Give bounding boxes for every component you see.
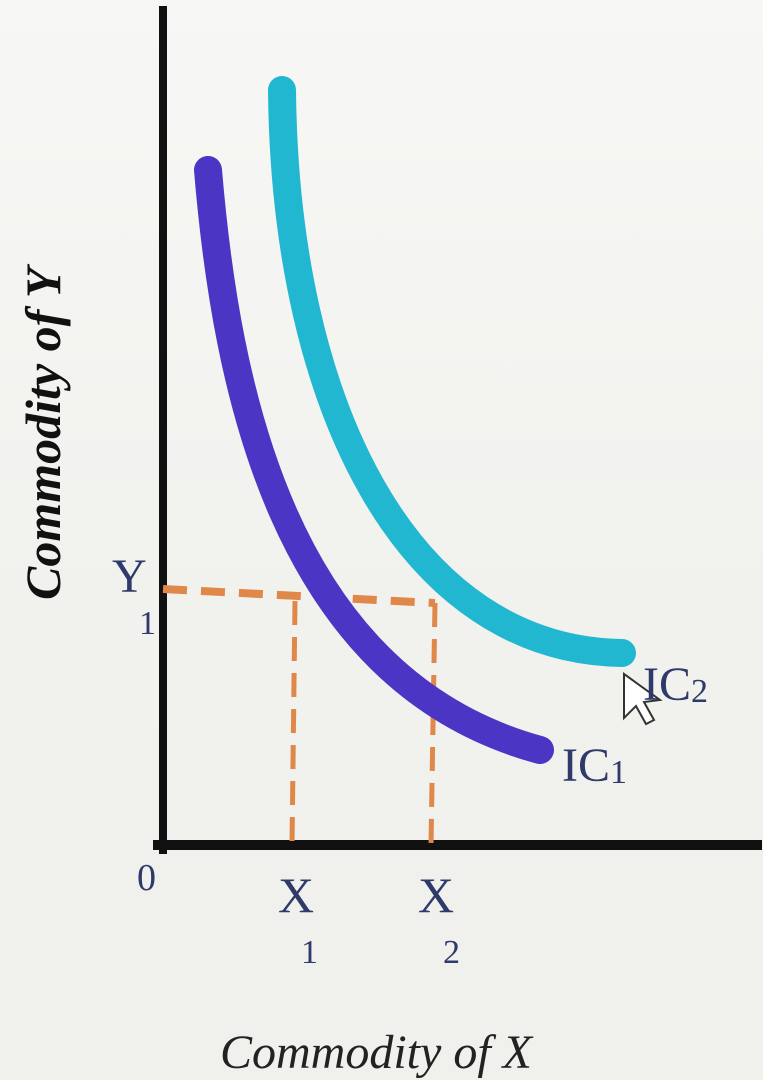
ic2-sub-label: 2: [691, 673, 708, 710]
cursor-icon: [623, 672, 663, 726]
ic1-sub-label: 1: [610, 754, 627, 791]
y1-main-label: Y: [112, 550, 147, 603]
y1-guide-line: [162, 585, 436, 607]
ic1-label: IC1: [562, 739, 627, 792]
y-axis-title: Commodity of Y: [15, 263, 71, 600]
x1-sub-label: 1: [301, 934, 318, 971]
x-axis-title: Commodity of X: [220, 1026, 534, 1079]
x1-main-label: X: [278, 867, 314, 923]
ic1-main-label: IC: [562, 739, 610, 792]
ic2-label: IC2: [643, 658, 708, 711]
ic2-main-label: IC: [643, 658, 691, 711]
origin-label: 0: [137, 857, 156, 899]
x2-guide-line: [428, 602, 438, 846]
x2-sub-label: 2: [443, 934, 460, 971]
x1-guide-line: [289, 600, 298, 846]
ic1-curve: [194, 156, 554, 764]
x2-main-label: X: [418, 867, 454, 923]
y1-sub-label: 1: [139, 605, 156, 642]
ic2-curve: [268, 76, 636, 667]
